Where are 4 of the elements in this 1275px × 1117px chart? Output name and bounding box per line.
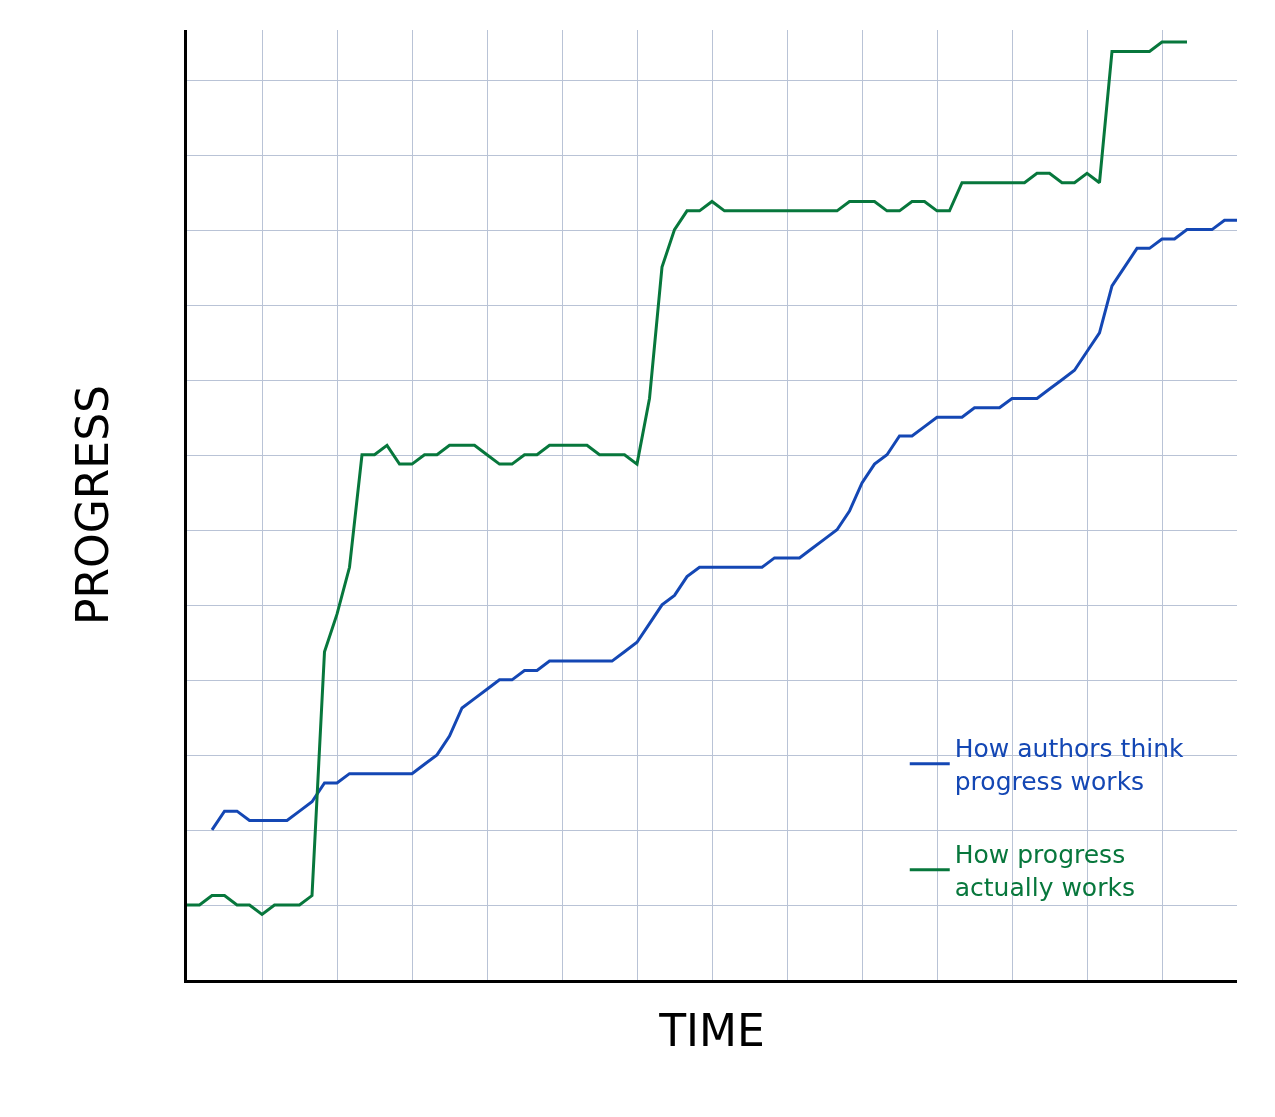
legend-label: How authors think progress works [954, 734, 1185, 796]
y-axis-title: PROGRESS [67, 384, 119, 626]
legend-label: How progress actually works [954, 840, 1135, 902]
x-axis-title: TIME [658, 1004, 765, 1056]
